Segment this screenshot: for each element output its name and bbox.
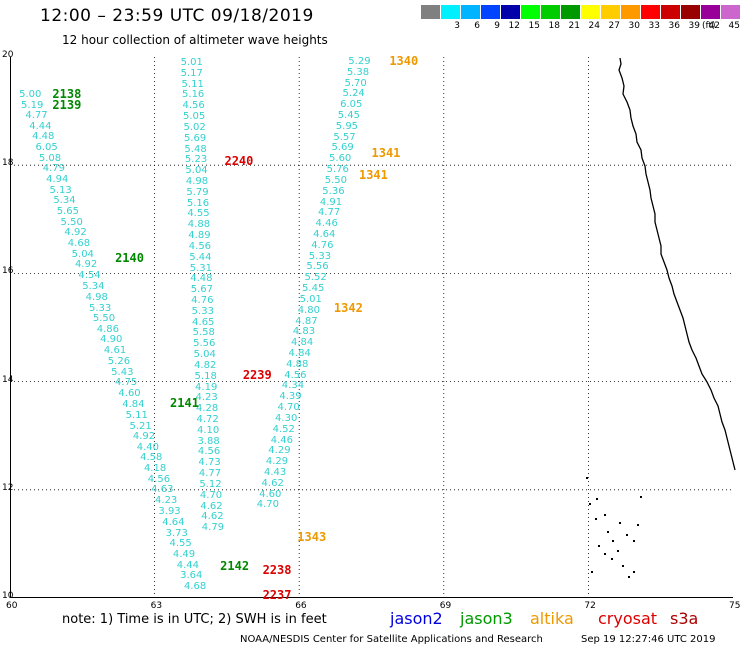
legend-label: 15 bbox=[528, 21, 540, 31]
legend-label: 45 bbox=[728, 21, 740, 31]
satellite-jason2: jason2 bbox=[390, 609, 443, 628]
map-frame bbox=[10, 57, 733, 598]
color-legend: 36912151821242730333639424570 bbox=[421, 5, 740, 31]
legend-label: 39 bbox=[688, 21, 700, 31]
satellite-altika: altika bbox=[530, 609, 574, 628]
page-title: 12:00 – 23:59 UTC 09/18/2019 bbox=[40, 6, 314, 26]
x-tick-label: 66 bbox=[295, 601, 307, 611]
legend-label: 36 bbox=[668, 21, 680, 31]
generation-timestamp: Sep 19 12:27:46 UTC 2019 bbox=[581, 634, 716, 645]
legend-units: (ft) bbox=[702, 21, 716, 31]
legend-swatch bbox=[421, 5, 441, 19]
legend-label: 3 bbox=[454, 21, 460, 31]
satellite-s3a: s3a bbox=[670, 609, 699, 628]
x-tick-label: 72 bbox=[584, 601, 596, 611]
legend-swatch: 27 bbox=[601, 5, 621, 31]
legend-label: 42 bbox=[708, 21, 720, 31]
satellite-jason3: jason3 bbox=[460, 609, 513, 628]
legend-label: 9 bbox=[494, 21, 500, 31]
legend-swatch: 39 bbox=[681, 5, 701, 31]
page-subtitle: 12 hour collection of altimeter wave hei… bbox=[62, 33, 328, 47]
legend-label: 33 bbox=[648, 21, 660, 31]
legend-swatch: 45 bbox=[721, 5, 740, 31]
legend-swatch: 15 bbox=[521, 5, 541, 31]
legend-label: 21 bbox=[568, 21, 580, 31]
legend-label: 6 bbox=[474, 21, 480, 31]
legend-swatch: 21 bbox=[561, 5, 581, 31]
legend-label: 12 bbox=[508, 21, 520, 31]
x-tick-label: 60 bbox=[6, 601, 18, 611]
credit-line: NOAA/NESDIS Center for Satellite Applica… bbox=[240, 634, 543, 645]
legend-swatch: 3 bbox=[441, 5, 461, 31]
x-tick-label: 63 bbox=[150, 601, 163, 611]
legend-swatch: 42 bbox=[701, 5, 721, 31]
legend-label: 24 bbox=[588, 21, 600, 31]
legend-swatch: 6 bbox=[461, 5, 481, 31]
x-tick-label: 75 bbox=[729, 601, 740, 611]
footer-note: note: 1) Time is in UTC; 2) SWH is in fe… bbox=[62, 612, 327, 627]
legend-label: 27 bbox=[608, 21, 620, 31]
legend-swatch: 12 bbox=[501, 5, 521, 31]
satellite-cryosat: cryosat bbox=[598, 609, 658, 628]
legend-swatch: 9 bbox=[481, 5, 501, 31]
legend-label: 30 bbox=[628, 21, 640, 31]
legend-swatch: 33 bbox=[641, 5, 661, 31]
legend-label: 18 bbox=[548, 21, 560, 31]
legend-swatch: 36 bbox=[661, 5, 681, 31]
legend-swatch: 24 bbox=[581, 5, 601, 31]
legend-swatch: 30 bbox=[621, 5, 641, 31]
legend-swatch: 18 bbox=[541, 5, 561, 31]
